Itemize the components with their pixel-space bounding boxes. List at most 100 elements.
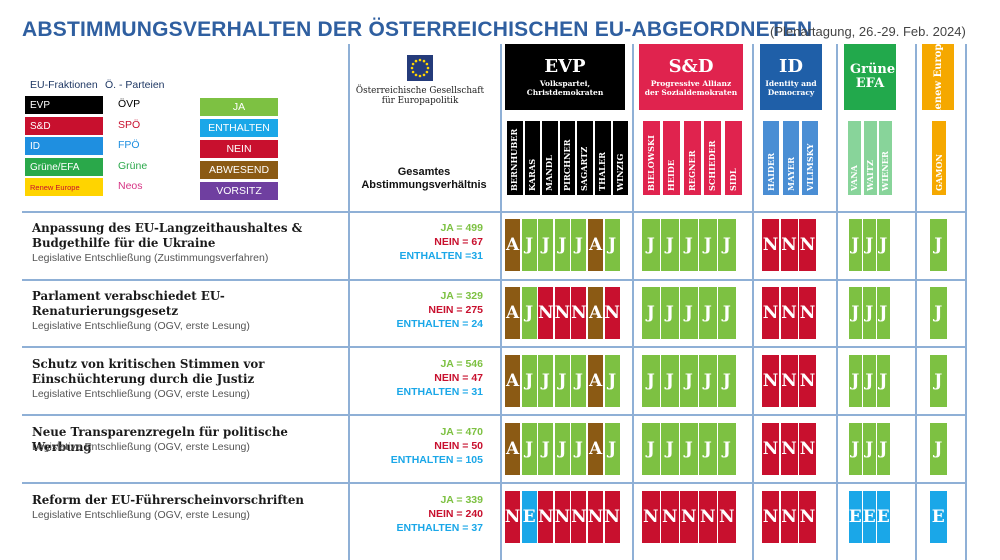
vote-cell: J [642,423,660,475]
grid-vline [348,44,350,560]
vote-cell: N [555,491,570,543]
group-header-evp: EVP Volkspartei, Christdemokraten [505,44,625,110]
vote-cell: J [661,287,679,339]
legend-partei-label: Neos [118,180,143,192]
vote-cell: J [699,355,717,407]
group-subtitle: Identity and Democracy [765,79,817,97]
legend-vote-ja: JA [200,98,278,116]
vote-cell: E [849,491,862,543]
grid-hline [22,346,965,348]
vote-cell: J [642,287,660,339]
legend-fraktion-swatch: Renew Europe [25,178,103,196]
vote-cell: N [780,491,798,543]
mep-name: SIDL [727,168,738,191]
vote-cell: N [780,355,798,407]
total-enthalten: ENTHALTEN = 37 [396,522,483,534]
vote-cell: J [699,287,717,339]
vote-cell: J [877,355,890,407]
mep-name-bar: BIELOWSKI [643,121,660,195]
vote-cell: J [863,355,876,407]
group-subtitle: Progressive Allianz der Sozialdemokraten [644,79,738,97]
vote-cell: N [762,423,779,475]
row-title: Schutz von kritischen Stimmen vor Einsch… [32,357,265,386]
vote-cell: A [505,219,521,271]
vote-cell: J [642,219,660,271]
vote-cell: N [799,355,816,407]
legend-vote-nein: NEIN [200,140,278,158]
vote-cell: J [849,219,862,271]
vote-cell: N [762,287,779,339]
vote-cell: J [521,219,537,271]
vote-cell: N [799,423,816,475]
mep-name: SCHIEDER [707,140,718,191]
vote-cell: J [642,355,660,407]
row-subtitle: Legislative Entschließung (OGV, erste Le… [32,388,250,400]
grid-vline [915,44,917,560]
mep-name-bar: REGNER [683,121,701,195]
vote-cell: J [930,423,947,475]
eu-stars-logo-icon [407,55,433,81]
vote-cell: N [799,287,816,339]
total-ja: JA = 339 [440,494,483,506]
vote-cell: N [538,491,554,543]
session-subtitle: (Plenartagung, 26.-29. Feb. 2024) [770,24,966,39]
legend-partei-label: SPÖ [118,119,141,131]
mep-name-bar: HEIDE [663,121,681,195]
vote-cell: J [680,287,698,339]
legend-fraktion-swatch: ID [25,137,103,155]
legend-vote-vorsitz: VORSITZ [200,182,278,200]
legend-fraktion-swatch: Grüne/EFA [25,158,103,176]
vote-cell: J [718,355,736,407]
vote-cell: N [799,491,816,543]
total-nein: NEIN = 67 [434,236,483,248]
vote-cell: J [680,423,698,475]
grid-vline [500,44,502,560]
legend-fraktionen-heading: EU-Fraktionen [30,79,98,91]
vote-cell: N [780,423,798,475]
vote-cell: J [930,219,947,271]
vote-cell: J [538,219,554,271]
vote-cell: J [571,355,587,407]
vote-cell: N [538,287,554,339]
vote-cell: J [680,355,698,407]
vote-cell: E [863,491,876,543]
group-header-sd: S&D Progressive Allianz der Sozialdemokra… [639,44,743,110]
vote-cell: J [718,423,736,475]
vote-cell: J [863,423,876,475]
row-subtitle: Legislative Entschließung (Zustimmungsve… [32,252,269,264]
vote-cell: J [661,355,679,407]
mep-name-bar: BERNHUBER [507,121,523,195]
vote-cell: N [762,219,779,271]
vote-cell: A [505,355,521,407]
vote-cell: A [588,287,604,339]
mep-name: GAMON [934,153,944,191]
row-subtitle: Legislative Entschließung (OGV, erste Le… [32,320,250,332]
vote-cell: J [877,219,890,271]
vote-cell: J [604,423,620,475]
vote-cell: N [604,491,620,543]
mep-name-bar: MAYER [782,121,799,195]
legend-vote-enthalten: ENTHALTEN [200,119,278,137]
vote-cell: A [588,219,604,271]
vote-cell: N [642,491,660,543]
legend-parteien-heading: Ö. - Parteien [105,79,165,91]
vote-cell: J [930,287,947,339]
vote-cell: J [554,219,570,271]
mep-name-bar: SAGARTZ [577,121,593,195]
grid-hline [22,482,965,484]
vote-cell: J [661,423,679,475]
vote-cell: J [604,219,620,271]
vote-cell: N [762,491,779,543]
legend-fraktion-swatch: S&D [25,117,103,135]
vote-cell: J [877,287,890,339]
mep-name: BIELOWSKI [646,135,656,191]
vote-cell: J [538,423,554,475]
vote-cell: A [588,423,604,475]
grid-vline [752,44,754,560]
total-ja: JA = 329 [440,290,483,302]
group-subtitle: Volkspartei, Christdemokraten [526,79,604,97]
vote-cell: N [661,491,679,543]
vote-cell: N [588,491,603,543]
mep-name: HAIDER [766,152,776,191]
vote-cell: J [849,355,862,407]
